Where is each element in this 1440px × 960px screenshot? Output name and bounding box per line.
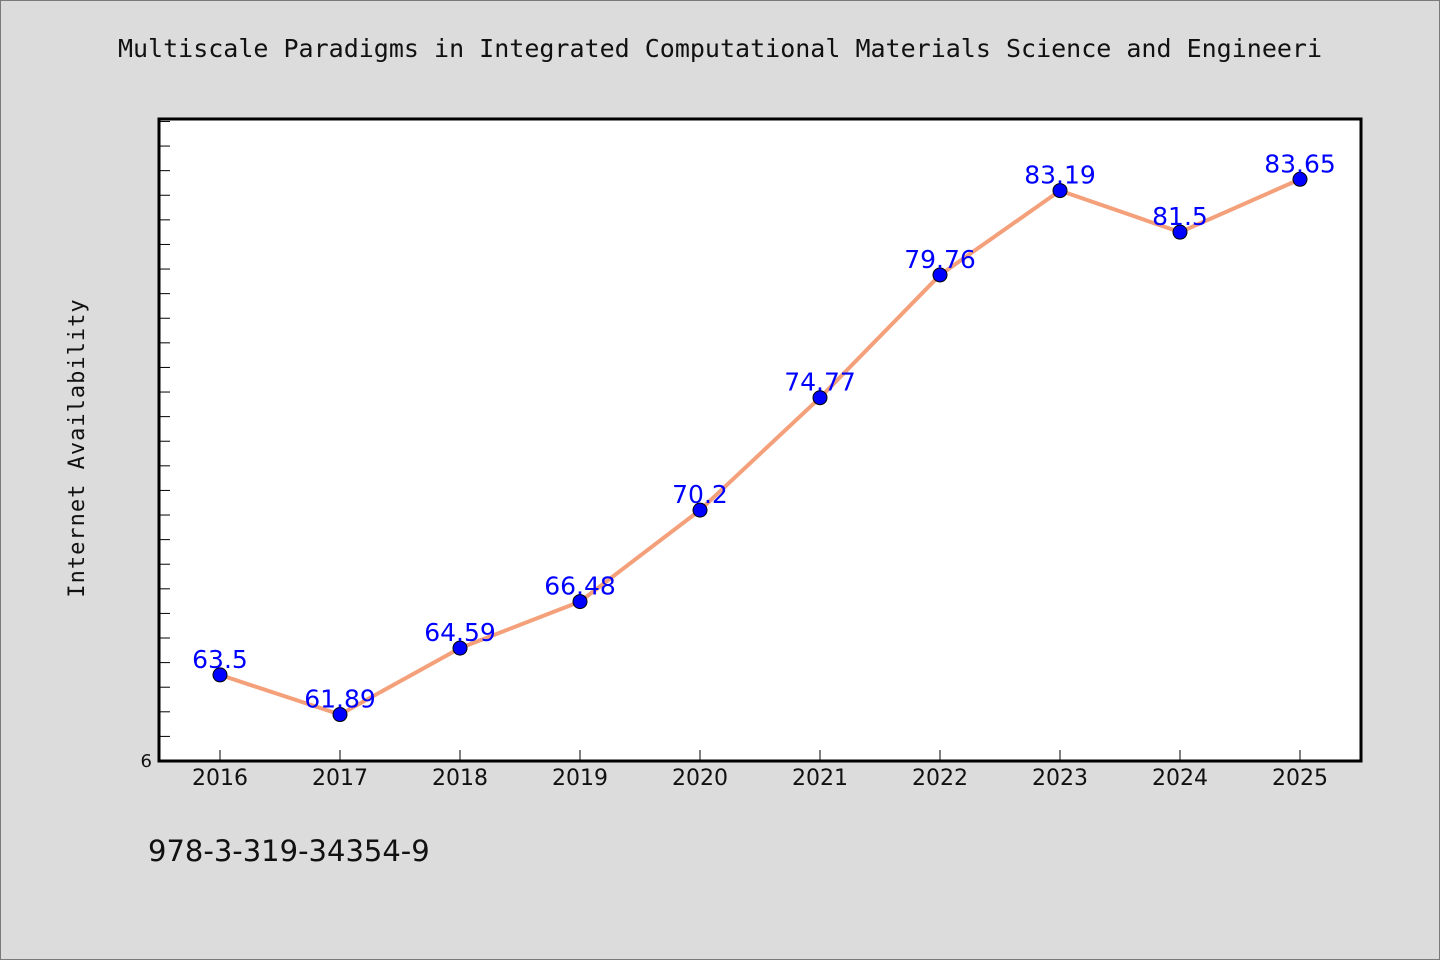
- isbn-footer: 978-3-319-34354-9: [148, 834, 430, 868]
- chart-title: Multiscale Paradigms in Integrated Compu…: [117, 34, 1323, 63]
- x-tick-label: 2017: [312, 766, 368, 791]
- series-lines: [218, 177, 1302, 717]
- data-label: 66.48: [544, 572, 616, 601]
- y-axis-label: Internet Availability: [65, 298, 90, 597]
- data-label: 79.76: [904, 245, 976, 274]
- data-point: [1052, 183, 1068, 199]
- data-label: 74.77: [784, 368, 856, 397]
- data-label: 64.59: [424, 618, 496, 647]
- x-tick-label: 2023: [1032, 766, 1088, 791]
- data-point: [692, 502, 708, 518]
- data-label: 63.5: [192, 645, 248, 674]
- data-label: 70.2: [672, 480, 728, 509]
- series-line: [218, 177, 1302, 717]
- x-tick-label: 2024: [1152, 766, 1208, 791]
- data-labels: 63.5 61.89 64.59 66.48 70.2 74.77 79.76 83.19 81…: [192, 149, 1336, 713]
- data-label: 81.5: [1152, 202, 1208, 231]
- x-tick-label: 2025: [1272, 766, 1328, 791]
- x-tick-label: 2018: [432, 766, 488, 791]
- data-point: [1292, 171, 1308, 187]
- data-point: [1172, 224, 1188, 240]
- x-tick-label: 2022: [912, 766, 968, 791]
- data-point: [212, 667, 228, 683]
- data-label: 83.19: [1024, 161, 1096, 190]
- x-axis-ticks: 2016 2017 2018 2019 2020 2021 2022 2023 2024 2025: [192, 750, 1328, 791]
- y-axis-ticks: 6: [141, 120, 170, 772]
- data-markers: [212, 171, 1308, 723]
- data-label: 83.65: [1264, 149, 1336, 178]
- x-tick-label: 2021: [792, 766, 848, 791]
- x-tick-label: 2019: [552, 766, 608, 791]
- data-point: [332, 707, 348, 723]
- x-tick-label: 2016: [192, 766, 248, 791]
- data-point: [932, 267, 948, 283]
- y-tick-label: 6: [141, 751, 152, 772]
- x-tick-label: 2020: [672, 766, 728, 791]
- data-point: [572, 594, 588, 610]
- data-point: [812, 390, 828, 406]
- data-point: [452, 640, 468, 656]
- data-label: 61.89: [304, 685, 376, 714]
